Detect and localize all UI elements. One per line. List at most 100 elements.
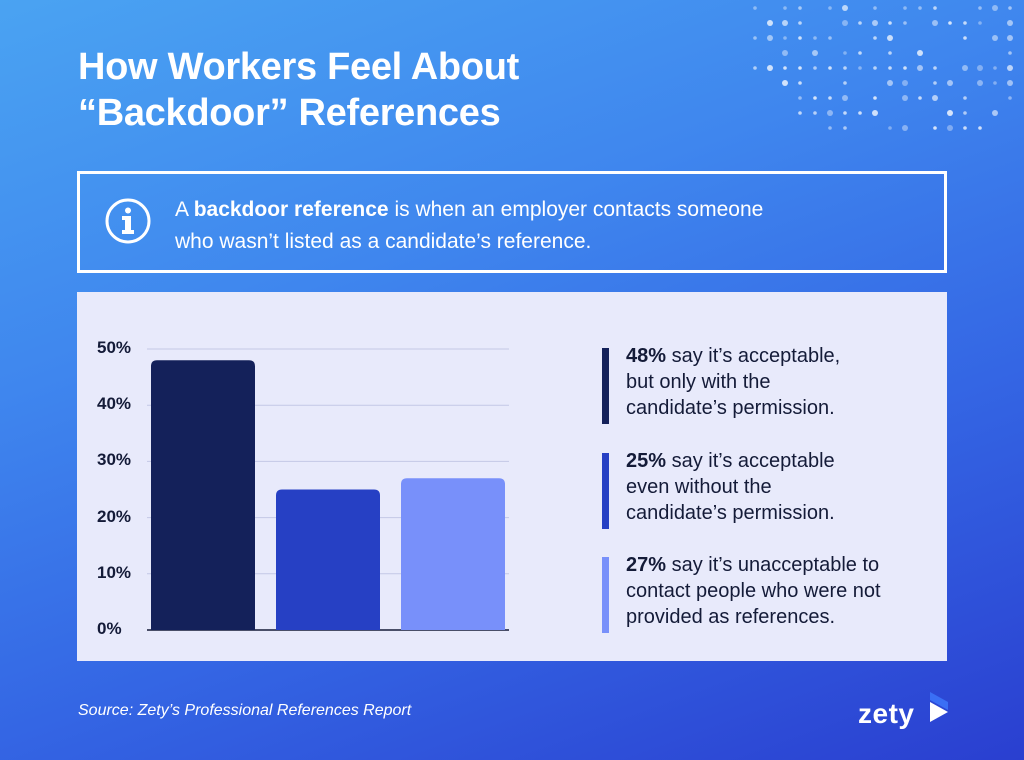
decorative-dot <box>798 81 802 85</box>
definition-suffix: is when an employer contacts someone <box>388 198 764 221</box>
decorative-dot <box>767 20 773 26</box>
definition-prefix: A <box>175 198 194 221</box>
y-tick-label: 20% <box>97 506 132 526</box>
decorative-dot <box>1007 20 1013 26</box>
decorative-dot <box>888 126 892 130</box>
decorative-dot <box>798 36 802 40</box>
decorative-dot <box>947 110 953 116</box>
decorative-dot <box>843 111 847 115</box>
legend-value-2: 25% <box>626 450 667 472</box>
definition-text: A backdoor reference is when an employer… <box>175 194 915 258</box>
legend-text-3: 27% say it’s unacceptable to contact peo… <box>626 552 936 630</box>
decorative-dot <box>843 81 847 85</box>
decorative-dot <box>977 80 983 86</box>
legend-text-1: 48% say it’s acceptable, but only with t… <box>626 343 936 421</box>
legend-line-1c: candidate’s permission. <box>626 397 835 419</box>
source-note: Source: Zety’s Professional References R… <box>78 702 412 719</box>
decorative-dot <box>873 6 877 10</box>
zety-logo: zety <box>858 690 958 734</box>
decorative-dot <box>888 21 892 25</box>
legend-line-3b: contact people who were not <box>626 580 881 602</box>
legend-text-2: 25% say it’s acceptable even without the… <box>626 448 936 526</box>
decorative-dot <box>978 21 982 25</box>
decorative-dot <box>873 96 877 100</box>
bar-3 <box>401 478 505 630</box>
decorative-dot <box>1008 51 1012 55</box>
decorative-dot <box>1007 35 1013 41</box>
decorative-dot <box>963 36 967 40</box>
decorative-dot <box>933 126 937 130</box>
decorative-dot <box>993 81 997 85</box>
y-tick-label: 30% <box>97 450 132 470</box>
decorative-dot <box>1008 96 1012 100</box>
decorative-dot <box>903 6 907 10</box>
definition-term: backdoor reference <box>193 198 389 221</box>
decorative-dot <box>947 80 953 86</box>
decorative-dot <box>918 96 922 100</box>
legend-line-1a: say it’s acceptable, <box>666 345 841 367</box>
info-icon <box>105 198 151 244</box>
legend-swatch-2 <box>602 453 609 529</box>
bar-1 <box>151 360 255 630</box>
decorative-dot <box>827 110 833 116</box>
legend-line-2c: candidate’s permission. <box>626 502 835 524</box>
legend-line-3a: say it’s unacceptable to <box>666 554 880 576</box>
decorative-dot <box>842 20 848 26</box>
decorative-dot <box>962 65 968 71</box>
decorative-dot <box>843 126 847 130</box>
decorative-dot <box>783 36 787 40</box>
legend-swatch-3 <box>602 557 609 633</box>
y-tick-label: 50% <box>97 338 132 357</box>
decorative-dot <box>888 66 892 70</box>
decorative-dot <box>932 20 938 26</box>
decorative-dot <box>992 110 998 116</box>
decorative-dot <box>872 110 878 116</box>
decorative-dot <box>933 66 937 70</box>
decorative-dot <box>933 81 937 85</box>
decorative-dot <box>902 95 908 101</box>
definition-box: A backdoor reference is when an employer… <box>77 171 947 273</box>
decorative-dot <box>903 21 907 25</box>
decorative-dot <box>812 50 818 56</box>
decorative-dot <box>917 50 923 56</box>
decorative-dot <box>858 21 862 25</box>
decorative-dot <box>873 66 877 70</box>
decorative-dot <box>843 66 847 70</box>
decorative-dot <box>902 125 908 131</box>
legend-line-2a: say it’s acceptable <box>666 450 835 472</box>
decorative-dot <box>1007 65 1013 71</box>
decorative-dot <box>813 36 817 40</box>
decorative-dot <box>932 95 938 101</box>
decorative-dot <box>948 21 952 25</box>
decorative-dot <box>963 21 967 25</box>
decorative-dot <box>842 5 848 11</box>
decorative-dot <box>888 51 892 55</box>
decorative-dot <box>783 66 787 70</box>
decorative-dot <box>828 36 832 40</box>
decorative-dot <box>828 66 832 70</box>
decorative-dot <box>903 66 907 70</box>
logo-wordmark: zety <box>858 698 915 729</box>
legend-line-3c: provided as references. <box>626 606 836 628</box>
decorative-dot <box>767 65 773 71</box>
decorative-dot <box>798 21 802 25</box>
decorative-dot <box>1008 6 1012 10</box>
decorative-dot <box>933 6 937 10</box>
decorative-dot <box>992 35 998 41</box>
decorative-dot <box>828 126 832 130</box>
decorative-dot <box>843 51 847 55</box>
decorative-dot <box>858 51 862 55</box>
definition-line-2: who wasn’t listed as a candidate’s refer… <box>175 230 592 253</box>
page-title: How Workers Feel About “Backdoor” Refere… <box>78 44 698 136</box>
decorative-dot <box>798 6 802 10</box>
decorative-dot <box>858 111 862 115</box>
decorative-dot <box>828 96 832 100</box>
decorative-dot <box>1007 80 1013 86</box>
decorative-dot <box>947 125 953 131</box>
chart-panel: 0% 10% 20% 30% 40% 50% 48% say it’s acceptabl… <box>77 292 947 661</box>
decorative-dot <box>977 65 983 71</box>
title-line-1: How Workers Feel About <box>78 46 520 88</box>
decorative-dot <box>917 65 923 71</box>
decorative-dot <box>753 6 757 10</box>
decorative-dot <box>887 80 893 86</box>
